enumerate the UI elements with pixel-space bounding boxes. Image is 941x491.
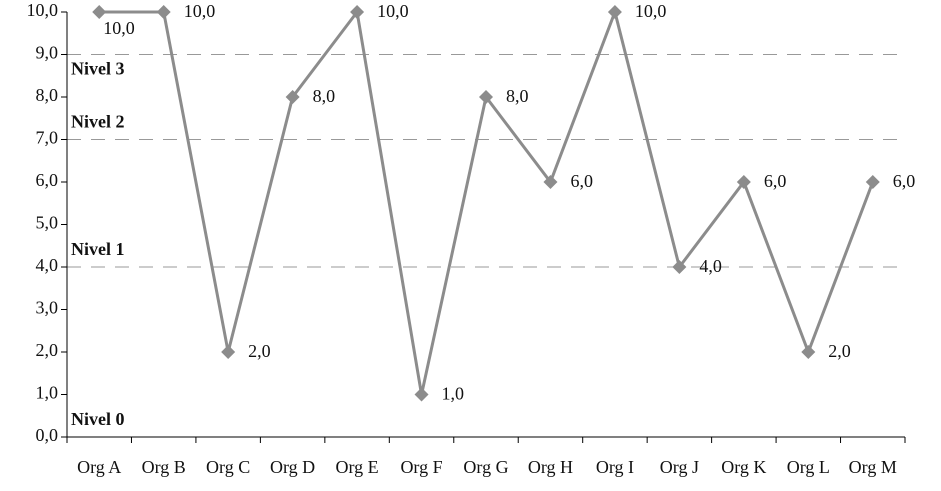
value-label: 10,0 (184, 1, 216, 21)
value-label: 2,0 (248, 341, 271, 361)
value-label: 2,0 (828, 341, 851, 361)
x-tick-label: Org B (142, 457, 186, 477)
marker (672, 260, 687, 274)
y-tick-label: 1,0 (36, 383, 59, 403)
marker (285, 90, 300, 104)
x-tick-label: Org D (270, 457, 315, 477)
y-tick-label: 8,0 (36, 85, 59, 105)
marker (801, 345, 816, 359)
marker (479, 90, 493, 104)
level-label: Nivel 3 (71, 59, 125, 79)
value-label: 4,0 (699, 256, 722, 276)
marker (607, 5, 622, 19)
marker (865, 175, 880, 189)
x-tick-label: Org C (206, 457, 250, 477)
level-label: Nivel 2 (71, 112, 125, 132)
marker (736, 175, 751, 189)
marker (221, 345, 236, 359)
y-tick-label: 4,0 (36, 255, 59, 275)
level-label: Nivel 1 (71, 239, 125, 259)
y-tick-label: 2,0 (36, 340, 59, 360)
x-tick-label: Org L (787, 457, 830, 477)
value-label: 1,0 (442, 384, 465, 404)
marker (543, 175, 558, 189)
y-tick-label: 9,0 (36, 43, 59, 63)
value-label: 6,0 (570, 171, 593, 191)
x-tick-label: Org K (721, 457, 766, 477)
y-tick-label: 0,0 (36, 425, 59, 445)
y-tick-label: 5,0 (36, 213, 59, 233)
line (99, 7, 875, 395)
y-tick-label: 3,0 (36, 298, 59, 318)
level-label: Nivel 0 (71, 409, 125, 429)
value-label: 6,0 (893, 171, 916, 191)
marker (414, 387, 429, 402)
x-tick-label: Org E (335, 457, 378, 477)
x-tick-label: Org H (528, 457, 573, 477)
x-tick-label: Org I (596, 457, 634, 477)
y-tick-label: 7,0 (36, 128, 59, 148)
marker (350, 5, 365, 19)
x-tick-label: Org A (77, 457, 121, 477)
x-tick-label: Org G (463, 457, 508, 477)
y-tick-label: 10,0 (27, 0, 59, 20)
x-tick-label: Org M (849, 457, 897, 477)
value-label: 10,0 (377, 1, 409, 21)
value-label: 8,0 (313, 86, 336, 106)
marker (92, 5, 107, 19)
value-label: 6,0 (764, 171, 787, 191)
value-label: 10,0 (635, 1, 667, 21)
x-tick-label: Org F (400, 457, 442, 477)
x-tick-label: Org J (660, 457, 699, 477)
y-tick-label: 6,0 (36, 170, 59, 190)
marker (156, 5, 171, 19)
value-label: 8,0 (506, 86, 529, 106)
value-label: 10,0 (103, 18, 135, 38)
